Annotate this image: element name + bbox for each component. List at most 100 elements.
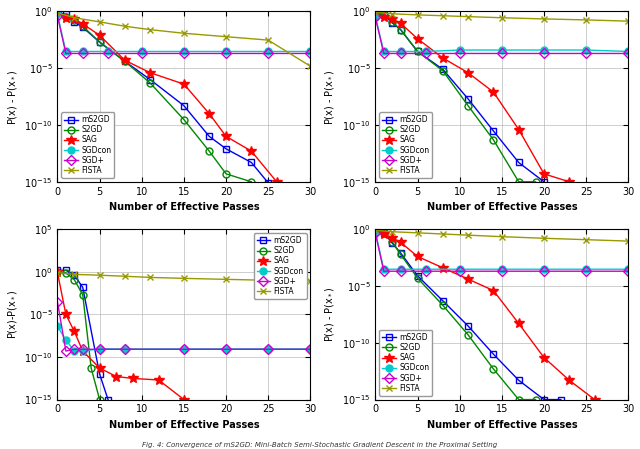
mS2GD xyxy=(79,25,86,30)
SGDcon xyxy=(79,49,86,54)
S2GD xyxy=(70,277,78,282)
SGDcon xyxy=(138,49,145,54)
Line: SGDcon: SGDcon xyxy=(372,228,632,273)
FISTA xyxy=(180,276,188,281)
SAG xyxy=(380,14,388,19)
SAG xyxy=(54,9,61,15)
FISTA xyxy=(371,9,379,15)
SAG xyxy=(566,179,573,185)
SGDcon xyxy=(371,14,379,19)
Y-axis label: P(x) - P(x$_*$): P(x) - P(x$_*$) xyxy=(323,69,337,124)
Line: FISTA: FISTA xyxy=(372,9,632,25)
mS2GD xyxy=(70,273,78,278)
S2GD xyxy=(388,19,396,25)
SAG xyxy=(147,70,154,75)
Legend: mS2GD, S2GD, SAG, SGDcon, SGD+, FISTA: mS2GD, S2GD, SAG, SGDcon, SGD+, FISTA xyxy=(253,233,307,299)
SAG xyxy=(129,376,137,381)
SGDcon xyxy=(456,267,463,272)
Line: mS2GD: mS2GD xyxy=(372,228,564,403)
mS2GD xyxy=(490,352,497,357)
S2GD xyxy=(87,365,95,371)
SGDcon xyxy=(380,49,388,54)
SGDcon xyxy=(625,49,632,54)
SAG xyxy=(464,277,472,282)
mS2GD xyxy=(464,96,472,101)
SAG xyxy=(371,228,379,233)
SGD+ xyxy=(397,51,404,56)
mS2GD xyxy=(388,20,396,26)
FISTA xyxy=(70,272,78,277)
mS2GD xyxy=(557,397,564,402)
S2GD xyxy=(490,366,497,372)
SAG xyxy=(439,265,447,270)
SAG xyxy=(70,329,78,334)
SGD+ xyxy=(138,51,145,56)
Legend: mS2GD, S2GD, SAG, SGDcon, SGD+, FISTA: mS2GD, S2GD, SAG, SGDcon, SGD+, FISTA xyxy=(379,330,432,396)
SGD+ xyxy=(397,269,404,274)
mS2GD xyxy=(515,160,522,165)
Line: mS2GD: mS2GD xyxy=(54,267,111,403)
FISTA xyxy=(307,278,314,284)
FISTA xyxy=(147,27,154,32)
S2GD xyxy=(70,17,78,22)
SGDcon xyxy=(264,49,272,54)
SAG xyxy=(490,288,497,293)
mS2GD xyxy=(464,323,472,329)
SAG xyxy=(540,355,548,360)
SGDcon xyxy=(54,324,61,329)
SAG xyxy=(54,270,61,275)
SGD+ xyxy=(222,51,230,56)
SGDcon xyxy=(104,49,112,54)
SAG xyxy=(62,15,70,20)
mS2GD xyxy=(96,40,104,45)
SAG xyxy=(79,348,86,354)
mS2GD xyxy=(439,298,447,304)
SGDcon xyxy=(79,348,86,354)
SGD+ xyxy=(307,51,314,56)
mS2GD xyxy=(371,10,379,16)
Legend: mS2GD, S2GD, SAG, SGDcon, SGD+, FISTA: mS2GD, S2GD, SAG, SGDcon, SGD+, FISTA xyxy=(61,112,115,178)
FISTA xyxy=(540,16,548,22)
S2GD xyxy=(79,23,86,29)
SGD+ xyxy=(422,51,430,56)
S2GD xyxy=(532,397,540,402)
SGD+ xyxy=(456,269,463,274)
S2GD xyxy=(397,27,404,32)
SGD+ xyxy=(264,347,272,352)
SAG xyxy=(464,70,472,75)
SAG xyxy=(490,89,497,95)
SGD+ xyxy=(540,269,548,274)
Line: S2GD: S2GD xyxy=(54,269,103,403)
FISTA xyxy=(582,17,590,22)
mS2GD xyxy=(490,128,497,134)
FISTA xyxy=(307,64,314,69)
SAG xyxy=(273,179,280,185)
mS2GD xyxy=(397,27,404,32)
FISTA xyxy=(54,10,61,16)
mS2GD xyxy=(371,228,379,233)
Line: FISTA: FISTA xyxy=(372,227,632,245)
FISTA xyxy=(371,228,379,233)
SGDcon xyxy=(380,267,388,272)
SGDcon xyxy=(62,49,70,54)
SGD+ xyxy=(54,299,61,304)
SGD+ xyxy=(180,347,188,352)
S2GD xyxy=(96,40,104,45)
SAG xyxy=(591,397,598,402)
Y-axis label: P(x) - P(x$_*$): P(x) - P(x$_*$) xyxy=(323,286,337,342)
mS2GD xyxy=(248,160,255,165)
S2GD xyxy=(54,269,61,275)
FISTA xyxy=(388,11,396,17)
mS2GD xyxy=(413,49,421,54)
FISTA xyxy=(264,277,272,283)
Line: SGDcon: SGDcon xyxy=(54,323,314,355)
SGD+ xyxy=(582,51,590,56)
FISTA xyxy=(439,13,447,18)
SGD+ xyxy=(62,348,70,354)
mS2GD xyxy=(180,103,188,108)
FISTA xyxy=(413,230,421,236)
mS2GD xyxy=(104,397,112,402)
FISTA xyxy=(582,237,590,242)
SAG xyxy=(205,111,213,116)
mS2GD xyxy=(121,59,129,64)
